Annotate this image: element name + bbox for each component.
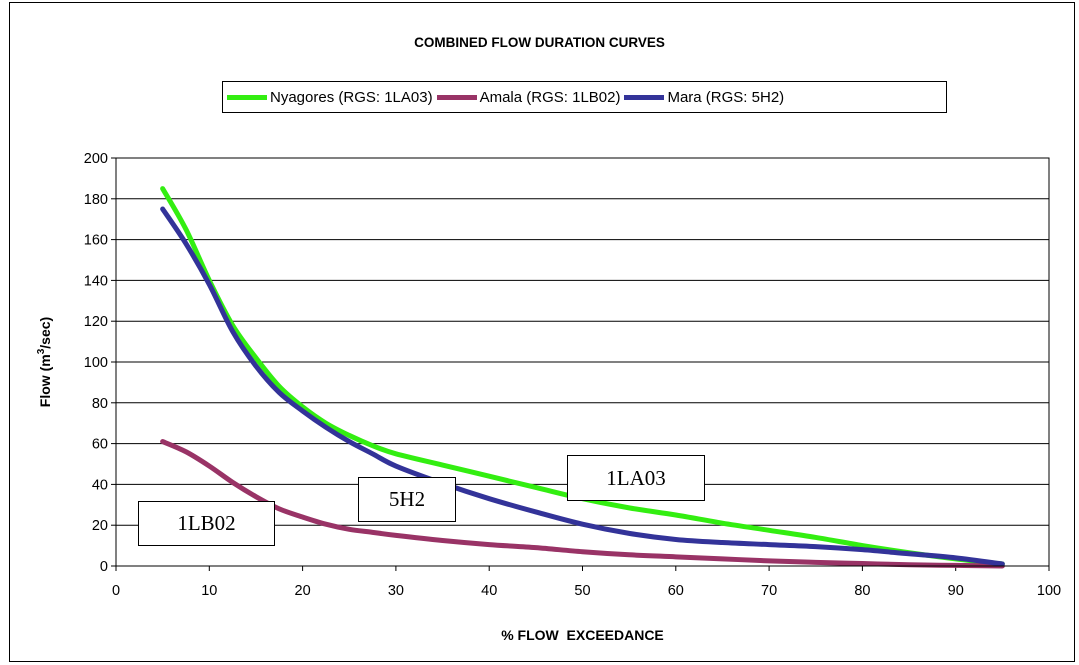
x-tick-label: 0 — [112, 583, 120, 599]
x-tick-label: 50 — [574, 583, 590, 599]
legend-label-nyagores: Nyagores (RGS: 1LA03) — [270, 88, 433, 106]
y-tick-label: 80 — [92, 396, 108, 412]
axis-ticks: 0 20 40 60 80 100 120 140 160 180 200 0 10 20 30 40 50 60… — [84, 151, 1061, 599]
y-tick-label: 200 — [84, 151, 108, 167]
legend-label-mara: Mara (RGS: 5H2) — [667, 88, 785, 106]
x-tick-label: 10 — [201, 583, 217, 599]
legend-item-mara: Mara (RGS: 5H2) — [624, 89, 784, 106]
y-tick-label: 100 — [84, 355, 108, 371]
x-tick-label: 80 — [854, 583, 870, 599]
series-line-nyagores — [160, 186, 1005, 567]
x-tick-label: 20 — [295, 583, 311, 599]
y-tick-label: 60 — [92, 437, 108, 453]
y-tick-label: 140 — [84, 273, 108, 289]
series-line-amala — [160, 439, 1005, 569]
legend-label-amala: Amala (RGS: 1LB02) — [479, 88, 621, 106]
y-tick-label: 160 — [84, 233, 108, 249]
y-tick-label: 0 — [100, 559, 108, 575]
y-tick-label: 40 — [92, 477, 108, 493]
x-tick-label: 70 — [761, 583, 777, 599]
chart-legend: Nyagores (RGS: 1LA03) Amala (RGS: 1LB02)… — [222, 81, 947, 113]
x-tick-label: 100 — [1037, 583, 1061, 599]
series-lines — [160, 186, 1005, 569]
y-tick-label: 120 — [84, 314, 108, 330]
x-tick-label: 40 — [481, 583, 497, 599]
annotation-1la03: 1LA03 — [567, 455, 705, 501]
legend-item-nyagores: Nyagores (RGS: 1LA03) — [227, 89, 433, 106]
annotation-1lb02: 1LB02 — [138, 501, 275, 546]
y-axis-title: Flow (m3/sec) — [36, 317, 53, 407]
series-line-mara — [160, 206, 1005, 567]
y-tick-label: 20 — [92, 518, 108, 534]
legend-swatch-amala — [436, 94, 477, 100]
x-tick-label: 60 — [668, 583, 684, 599]
legend-item-amala: Amala (RGS: 1LB02) — [436, 88, 621, 106]
y-tick-label: 180 — [84, 192, 108, 208]
x-tick-label: 30 — [388, 583, 404, 599]
x-axis-title: % FLOW EXCEEDANCE — [501, 627, 664, 643]
legend-swatch-mara — [624, 94, 665, 100]
annotation-5h2: 5H2 — [358, 477, 456, 522]
x-tick-label: 90 — [948, 583, 964, 599]
plot-border — [115, 157, 1050, 567]
chart-title: COMBINED FLOW DURATION CURVES — [414, 35, 665, 50]
legend-swatch-nyagores — [227, 94, 267, 100]
